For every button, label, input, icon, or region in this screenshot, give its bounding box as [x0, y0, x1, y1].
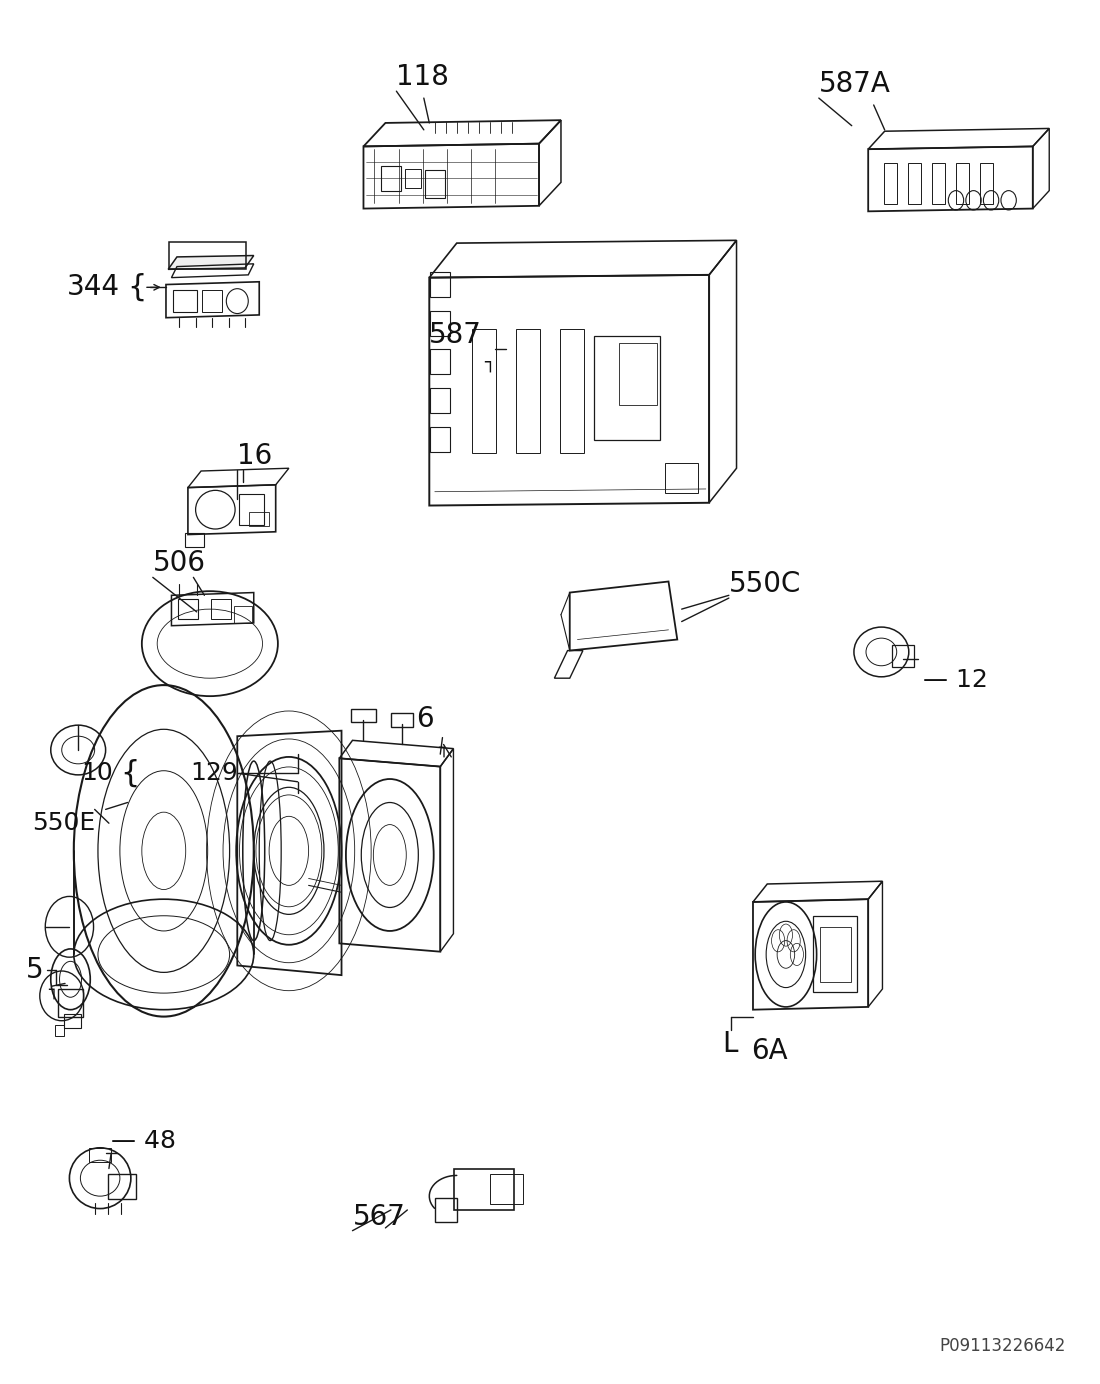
Text: 567: 567	[352, 1203, 406, 1230]
Bar	[58, 990, 82, 1017]
Bar	[351, 709, 375, 722]
Bar	[454, 1168, 515, 1210]
Bar	[178, 599, 198, 619]
Text: P09113226642: P09113226642	[939, 1337, 1066, 1355]
Bar	[430, 273, 450, 298]
Bar	[89, 1147, 111, 1161]
Bar	[560, 329, 584, 453]
Bar	[390, 713, 412, 727]
Text: 344: 344	[67, 273, 120, 302]
Text: 6: 6	[416, 706, 433, 734]
Text: 129: 129	[190, 761, 238, 786]
Bar	[430, 349, 450, 374]
Text: {: {	[128, 273, 147, 302]
Text: 118: 118	[396, 64, 449, 91]
Bar	[516, 329, 540, 453]
Bar	[64, 1014, 81, 1028]
Text: 5: 5	[25, 955, 43, 984]
Bar	[618, 343, 657, 406]
Bar	[185, 533, 205, 547]
Text: 550E: 550E	[32, 811, 96, 835]
Text: 587: 587	[429, 321, 482, 349]
Text: 506: 506	[153, 549, 206, 577]
Text: 16: 16	[238, 441, 273, 469]
Bar	[430, 388, 450, 412]
Bar	[430, 311, 450, 336]
Polygon shape	[168, 256, 254, 270]
Bar	[250, 512, 270, 526]
Bar	[666, 462, 698, 493]
Bar	[202, 291, 222, 313]
Text: 587A: 587A	[818, 71, 891, 98]
Bar	[883, 163, 896, 205]
Bar	[956, 163, 969, 205]
Text: ┐: ┐	[438, 739, 448, 757]
Bar	[381, 166, 400, 191]
Text: ┐: ┐	[48, 981, 58, 999]
Bar	[55, 1026, 64, 1037]
Bar	[169, 242, 246, 270]
Bar	[472, 329, 496, 453]
Bar	[234, 606, 252, 623]
Text: — 48: — 48	[111, 1129, 176, 1153]
Bar	[109, 1174, 135, 1199]
Text: ┐: ┐	[484, 353, 495, 371]
Bar	[240, 494, 264, 525]
Bar	[892, 645, 914, 667]
Bar	[980, 163, 993, 205]
Text: 10: 10	[81, 761, 113, 786]
Text: L: L	[723, 1031, 738, 1059]
Bar	[594, 336, 660, 440]
Text: 6A: 6A	[751, 1037, 788, 1066]
Bar	[211, 599, 231, 619]
Bar	[908, 163, 921, 205]
Bar	[820, 927, 850, 983]
Bar	[430, 426, 450, 451]
Bar	[425, 170, 444, 198]
Bar	[490, 1174, 522, 1204]
Bar	[405, 169, 420, 188]
Bar	[434, 1197, 456, 1222]
Bar	[932, 163, 945, 205]
Bar	[173, 291, 197, 313]
Text: 550C: 550C	[729, 570, 801, 598]
Text: — 12: — 12	[923, 667, 988, 692]
Bar	[813, 916, 857, 992]
Text: {: {	[120, 758, 140, 787]
